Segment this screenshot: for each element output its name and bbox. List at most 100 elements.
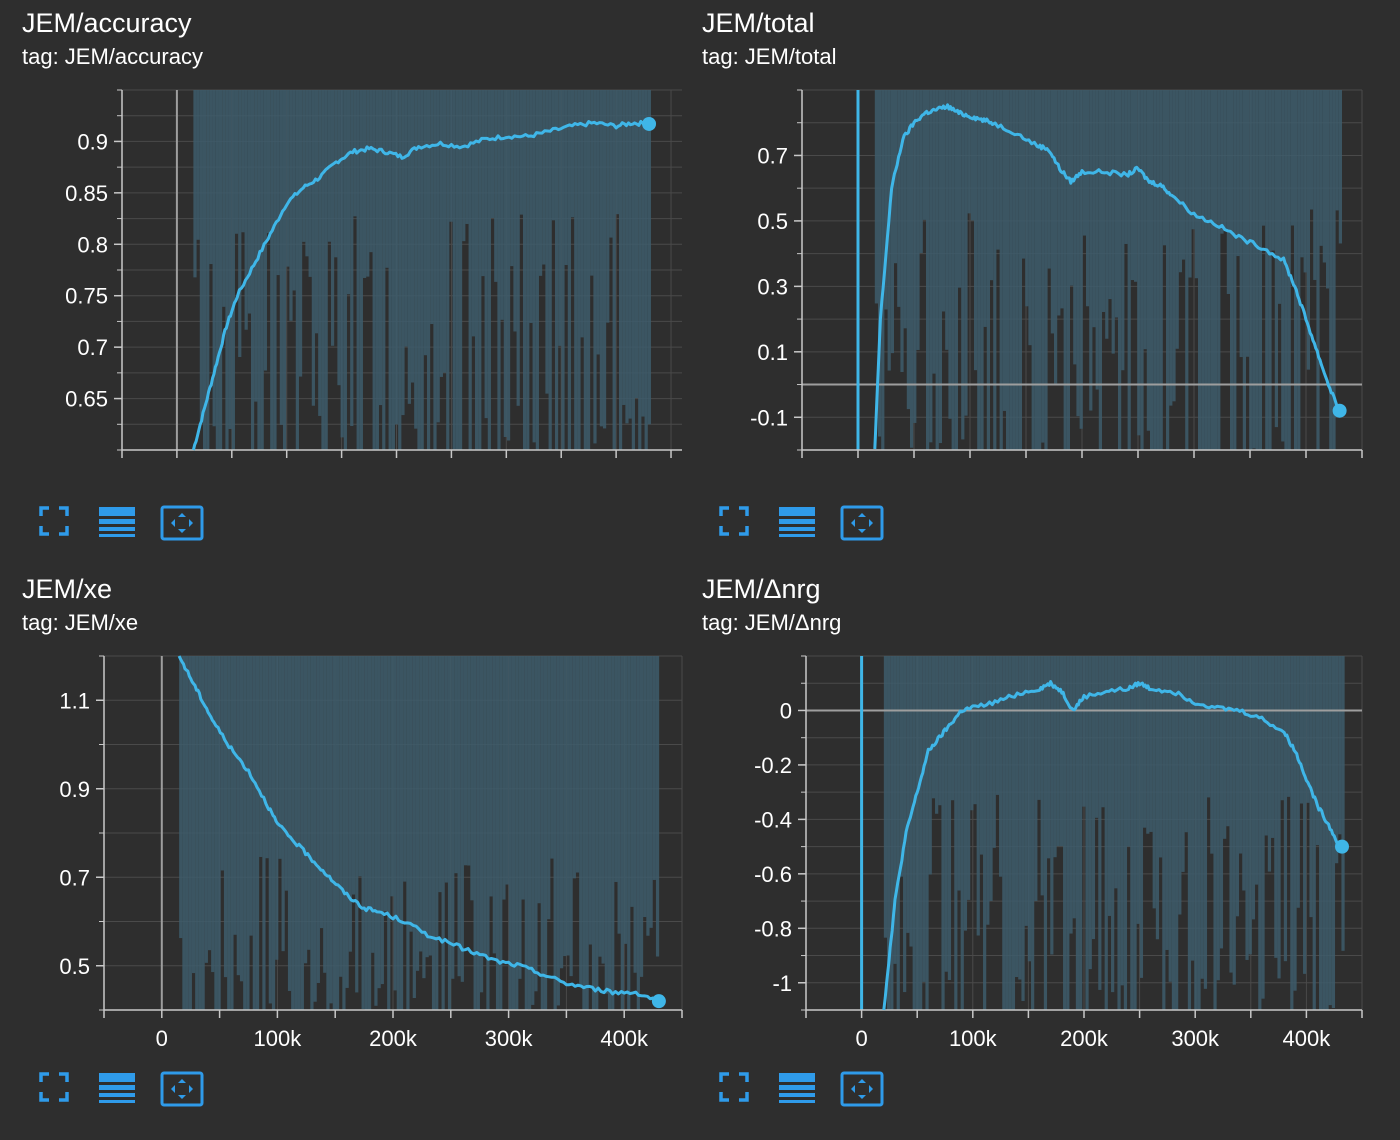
series-line	[177, 655, 660, 1003]
raw-data-band	[577, 90, 581, 450]
fullscreen-icon[interactable]	[38, 1071, 70, 1103]
raw-data-band	[1153, 90, 1157, 450]
raw-data-band	[1233, 90, 1237, 450]
y-tick-label: 0.1	[757, 340, 788, 365]
raw-data-band	[1027, 656, 1032, 962]
raw-data-band	[366, 90, 370, 277]
fit-domain-icon[interactable]	[840, 505, 884, 541]
fit-domain-icon[interactable]	[160, 505, 204, 541]
raw-data-band	[478, 90, 482, 450]
raw-data-band	[593, 90, 597, 444]
toggle-data-icon[interactable]	[778, 505, 816, 539]
raw-data-band	[976, 656, 980, 936]
raw-data-band	[623, 656, 628, 944]
raw-data-band	[499, 656, 503, 1010]
raw-data-band	[945, 90, 949, 350]
raw-data-band	[1111, 90, 1115, 354]
chart-plot[interactable]: -0.1 0.1 0.3 0.5 0.7	[680, 0, 1380, 480]
raw-data-band	[1120, 656, 1124, 986]
raw-data-band	[377, 656, 381, 989]
raw-data-band	[1050, 90, 1054, 334]
raw-data-band	[644, 90, 648, 450]
raw-data-band	[313, 656, 317, 1002]
raw-data-band	[1130, 656, 1134, 1010]
raw-data-band	[1220, 90, 1224, 234]
raw-data-band	[883, 656, 888, 938]
raw-data-band	[633, 656, 637, 973]
raw-data-band	[259, 656, 263, 857]
raw-data-band	[979, 656, 984, 855]
raw-data-band	[220, 656, 224, 871]
raw-data-band	[948, 90, 952, 419]
raw-data-band	[1293, 656, 1297, 991]
raw-data-band	[1063, 656, 1067, 1010]
raw-data-band	[415, 656, 420, 971]
raw-data-band	[967, 90, 971, 214]
raw-data-band	[896, 656, 900, 1010]
toggle-data-icon[interactable]	[98, 1071, 136, 1105]
raw-data-band	[249, 656, 253, 936]
fit-domain-icon[interactable]	[160, 1071, 204, 1107]
raw-data-band	[403, 656, 407, 882]
raw-data-band	[655, 656, 660, 957]
chart-plot[interactable]: 0.65 0.7 0.75 0.8 0.85 0.9	[0, 0, 700, 480]
toggle-data-icon[interactable]	[98, 505, 136, 539]
raw-data-band	[294, 656, 298, 1010]
fit-domain-icon[interactable]	[840, 1071, 884, 1107]
raw-data-band	[425, 656, 429, 958]
raw-data-band	[615, 90, 619, 215]
raw-data-band	[495, 656, 500, 1010]
raw-data-band	[574, 90, 578, 450]
raw-data-band	[1105, 90, 1109, 339]
toggle-data-icon[interactable]	[778, 1071, 816, 1105]
raw-data-band	[1140, 90, 1144, 450]
chart-plot[interactable]: 0.5 0.7 0.9 1.1 0 100k 200k 300k 400k	[0, 566, 700, 1066]
raw-data-band	[963, 656, 968, 931]
raw-data-band	[350, 90, 354, 427]
raw-data-band	[537, 656, 541, 904]
chart-plot[interactable]: -1 -0.8 -0.6 -0.4 -0.2 0 0 100k 200k 300k 400k	[680, 566, 1380, 1066]
fullscreen-icon[interactable]	[38, 505, 70, 537]
raw-data-band	[1018, 656, 1022, 980]
raw-data-band	[1168, 656, 1172, 982]
raw-data-band	[356, 90, 360, 450]
raw-data-band	[433, 90, 437, 450]
raw-data-band	[951, 90, 955, 450]
raw-data-band	[342, 656, 346, 1010]
raw-data-band	[516, 90, 520, 406]
raw-data-band	[1107, 656, 1112, 916]
y-tick-label: 0.5	[59, 954, 90, 979]
raw-data-band	[1197, 656, 1201, 1010]
raw-data-band	[563, 656, 567, 957]
raw-data-band	[1329, 90, 1333, 450]
raw-data-band	[486, 656, 490, 1010]
raw-data-band	[302, 90, 306, 242]
raw-data-band	[1079, 656, 1083, 1010]
raw-data-band	[503, 90, 507, 438]
raw-data-band	[551, 90, 555, 221]
raw-data-band	[993, 90, 997, 450]
raw-data-band	[483, 656, 487, 958]
raw-data-band	[343, 90, 347, 450]
raw-data-band	[391, 90, 395, 450]
raw-data-band	[282, 90, 287, 450]
raw-data-band	[463, 656, 468, 866]
raw-data-band	[1235, 656, 1240, 917]
raw-data-band	[1303, 656, 1307, 974]
raw-data-band	[390, 656, 394, 897]
raw-data-band	[561, 90, 565, 450]
raw-data-band	[1134, 90, 1138, 282]
raw-data-band	[1047, 90, 1051, 269]
raw-data-band	[990, 90, 994, 281]
raw-data-band	[385, 90, 389, 268]
fullscreen-icon[interactable]	[718, 1071, 750, 1103]
raw-data-band	[554, 90, 559, 450]
raw-data-band	[1284, 90, 1288, 450]
raw-data-band	[915, 656, 920, 1010]
raw-data-band	[1271, 656, 1275, 838]
raw-data-band	[257, 90, 261, 450]
fullscreen-icon[interactable]	[718, 505, 750, 537]
raw-data-band	[380, 656, 384, 985]
raw-data-band	[1338, 90, 1342, 244]
raw-data-band	[334, 90, 338, 258]
